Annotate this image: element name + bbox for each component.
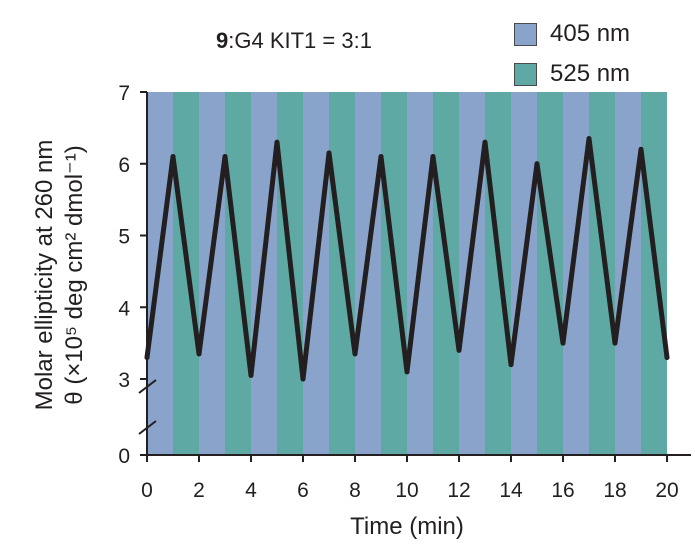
- band-525nm-3: [329, 92, 355, 455]
- x-tick-label-16: 16: [551, 479, 574, 502]
- data-point-0-6: [300, 376, 306, 382]
- title-text: :G4 KIT1 = 3:1: [228, 28, 372, 53]
- data-point-0-13: [482, 139, 488, 145]
- y-tick-label-4: 4: [118, 297, 130, 320]
- x-tick-label-4: 4: [245, 479, 257, 502]
- title-compound-number: 9: [216, 28, 229, 53]
- series-layer: [144, 136, 670, 382]
- chart-title: 9:G4 KIT1 = 3:1: [216, 28, 372, 54]
- legend-swatch-525: [514, 62, 537, 86]
- band-layer: [147, 92, 667, 455]
- y-axis-label-line1: Molar ellipticity at 260 nm: [31, 140, 58, 411]
- band-405nm-8: [563, 92, 589, 455]
- x-tick-label-6: 6: [297, 479, 309, 502]
- data-point-0-10: [404, 369, 410, 375]
- x-tick-label-14: 14: [499, 479, 523, 502]
- legend-item-405: 405 nm: [514, 14, 630, 54]
- data-point-0-16: [560, 340, 566, 346]
- data-point-0-12: [456, 347, 462, 353]
- data-point-0-7: [326, 150, 332, 156]
- data-point-0-8: [352, 351, 358, 357]
- x-axis-label: Time (min): [350, 513, 464, 540]
- legend-label-405: 405 nm: [550, 20, 631, 47]
- x-tick-label-10: 10: [395, 479, 418, 502]
- data-point-0-18: [612, 340, 618, 346]
- y-tick-label-3: 3: [118, 369, 130, 392]
- data-point-0-2: [196, 351, 202, 357]
- x-tick-label-2: 2: [193, 479, 205, 502]
- data-point-0-11: [430, 154, 436, 160]
- band-525nm-8: [589, 92, 615, 455]
- data-point-0-19: [638, 146, 644, 152]
- band-405nm-9: [615, 92, 641, 455]
- axes: [138, 91, 691, 462]
- x-tick-label-0: 0: [141, 479, 153, 502]
- data-point-0-20: [664, 354, 670, 360]
- x-tick-label-20: 20: [655, 479, 678, 502]
- y-axis-label-line2: θ (×10⁵ deg cm² dmol⁻¹): [61, 145, 88, 404]
- band-405nm-6: [459, 92, 485, 455]
- x-tick-label-18: 18: [603, 479, 626, 502]
- axis-break-mark-upper: [138, 379, 157, 394]
- y-tick-label-6: 6: [118, 154, 130, 177]
- data-point-0-1: [170, 154, 176, 160]
- x-tick-label-8: 8: [349, 479, 361, 502]
- legend-swatch-405: [514, 22, 537, 46]
- data-point-0-4: [248, 372, 254, 378]
- x-tick-label-12: 12: [447, 479, 470, 502]
- data-point-0-9: [378, 154, 384, 160]
- data-point-0-14: [508, 362, 514, 368]
- y-tick-label-7: 7: [118, 82, 130, 105]
- legend-item-525: 525 nm: [514, 54, 630, 94]
- band-525nm-5: [433, 92, 459, 455]
- y-tick-label-0: 0: [118, 445, 130, 468]
- data-point-0-15: [534, 161, 540, 167]
- axis-break-mark-lower: [138, 420, 157, 435]
- label-layer: 0 2 4 6 8 10 12 14 16 18 20 0 3 4 5 6 7 Time (min) Molar e…: [31, 82, 679, 540]
- data-point-0-3: [222, 154, 228, 160]
- data-point-0-5: [274, 139, 280, 145]
- data-point-0-0: [144, 354, 150, 360]
- y-tick-label-5: 5: [118, 226, 130, 249]
- legend-label-525: 525 nm: [550, 60, 631, 87]
- band-525nm-7: [537, 92, 563, 455]
- data-point-0-17: [586, 136, 592, 142]
- legend: 405 nm 525 nm: [514, 14, 630, 94]
